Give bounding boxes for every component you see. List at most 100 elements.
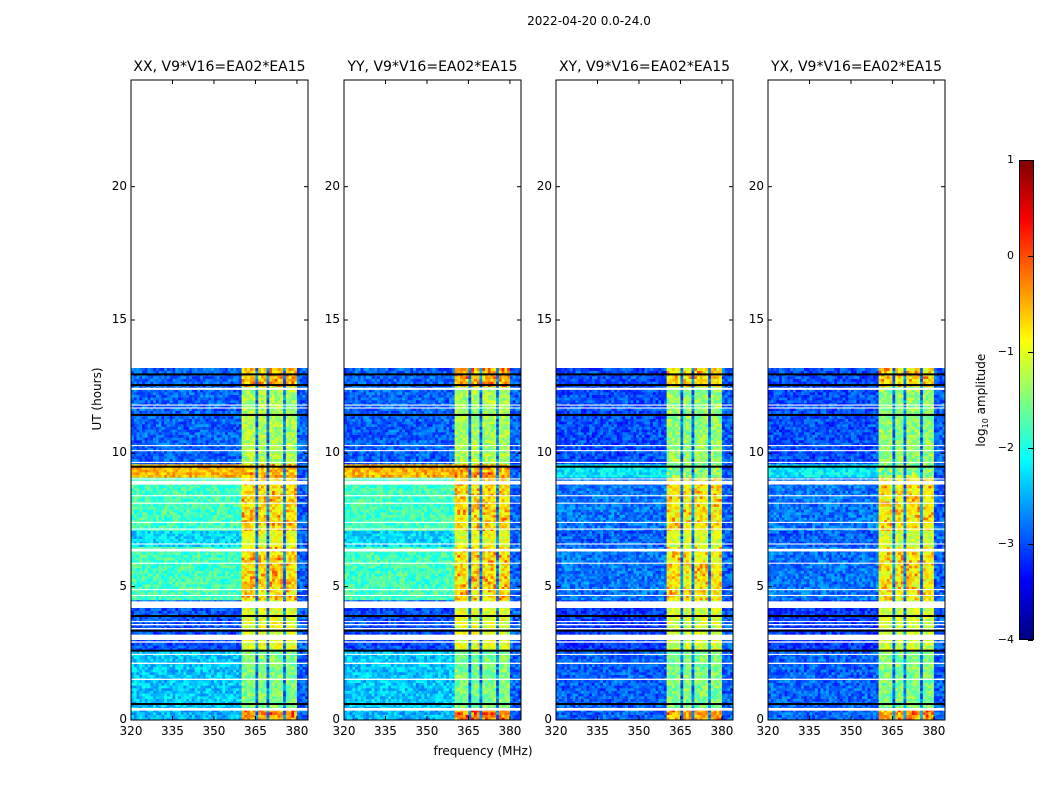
heatmap-cell [233,512,237,515]
heatmap-cell [178,544,182,547]
heatmap-cell [136,704,140,707]
heatmap-cell [272,514,276,518]
heatmap-cell [131,589,135,593]
heatmap-cell [139,576,143,579]
heatmap-cell [172,546,176,550]
heatmap-cell [274,645,278,649]
heatmap-cell [225,578,229,582]
heatmap-cell [147,530,151,534]
heatmap-cell [238,541,242,545]
heatmap-cell [211,621,215,625]
heatmap-cell [131,568,135,571]
heatmap-cell [258,669,262,673]
heatmap-cell [299,624,303,627]
heatmap-cell [213,533,218,537]
heatmap-cell [142,632,146,635]
heatmap-cell [260,557,265,561]
heatmap-cell [233,592,237,595]
heatmap-cell [133,666,137,670]
heatmap-cell [230,570,234,574]
heatmap-cell [191,512,195,515]
heatmap-cell [147,565,151,569]
heatmap-cell [161,698,165,702]
heatmap-cell [197,645,201,649]
heatmap-cell [258,570,262,574]
heatmap-cell [294,517,298,521]
heatmap-cell [153,666,157,670]
heatmap-cell [169,573,173,577]
heatmap-cell [285,514,289,518]
heatmap-cell [277,701,281,705]
heatmap-cell [155,530,159,534]
heatmap-cell [255,522,259,526]
heatmap-cell [197,512,201,515]
heatmap-cell [161,610,165,614]
heatmap-cell [294,632,298,635]
heatmap-cell [249,666,253,670]
heatmap-cell [283,581,287,585]
heatmap-cell [274,666,278,670]
heatmap-cell [219,584,223,587]
heatmap-cell [139,541,143,545]
heatmap-cell [269,632,273,635]
heatmap-cell [294,618,298,622]
heatmap-cell [216,573,220,577]
heatmap-cell [178,520,182,523]
heatmap-cell [266,565,270,569]
heatmap-cell [305,693,309,697]
heatmap-cell [225,717,229,721]
heatmap-cell [205,704,209,707]
heatmap-cell [194,570,198,574]
heatmap-cell [175,570,179,574]
heatmap-cell [158,578,162,582]
heatmap-cell [260,592,265,595]
heatmap-cell [263,576,267,579]
heatmap-cell [274,650,278,654]
heatmap-cell [142,656,146,659]
heatmap-cell [302,560,306,563]
heatmap-cell [272,693,276,697]
heatmap-cell [258,693,262,697]
heatmap-cell [136,552,140,555]
heatmap-cell [133,616,137,619]
heatmap-cell [158,704,162,707]
heatmap-cell [133,552,137,555]
heatmap-cell [299,541,303,545]
heatmap-cell [222,632,226,635]
heatmap-cell [219,533,223,537]
heatmap-cell [222,693,226,697]
heatmap-cell [236,570,240,574]
heatmap-cell [136,570,140,574]
heatmap-cell [202,616,206,619]
heatmap-cell [136,648,140,651]
heatmap-cell [233,674,237,678]
heatmap-cell [150,682,154,686]
heatmap-cell [136,509,140,513]
heatmap-cell [288,578,292,582]
heatmap-cell [285,650,289,654]
heatmap-cell [133,578,137,582]
heatmap-cell [225,517,229,521]
heatmap-cell [147,522,151,526]
heatmap-cell [194,525,198,529]
heatmap-cell [269,560,273,563]
heatmap-cell [180,613,184,617]
heatmap-cell [205,645,209,649]
heatmap-cell [249,632,253,635]
heatmap-cell [230,512,234,515]
heatmap-cell [180,645,184,649]
heatmap-cell [175,525,179,529]
heatmap-cell [172,536,176,539]
heatmap-cell [263,568,267,571]
heatmap-cell [230,685,234,689]
heatmap-cell [191,674,195,678]
heatmap-cell [294,680,298,683]
heatmap-cell [258,520,262,523]
heatmap-cell [225,704,229,707]
heatmap-cell [302,557,306,561]
heatmap-cell [299,560,303,563]
heatmap-cell [139,642,143,646]
heatmap-cell [133,698,137,702]
heatmap-cell [302,589,306,593]
heatmap-cell [299,544,303,547]
